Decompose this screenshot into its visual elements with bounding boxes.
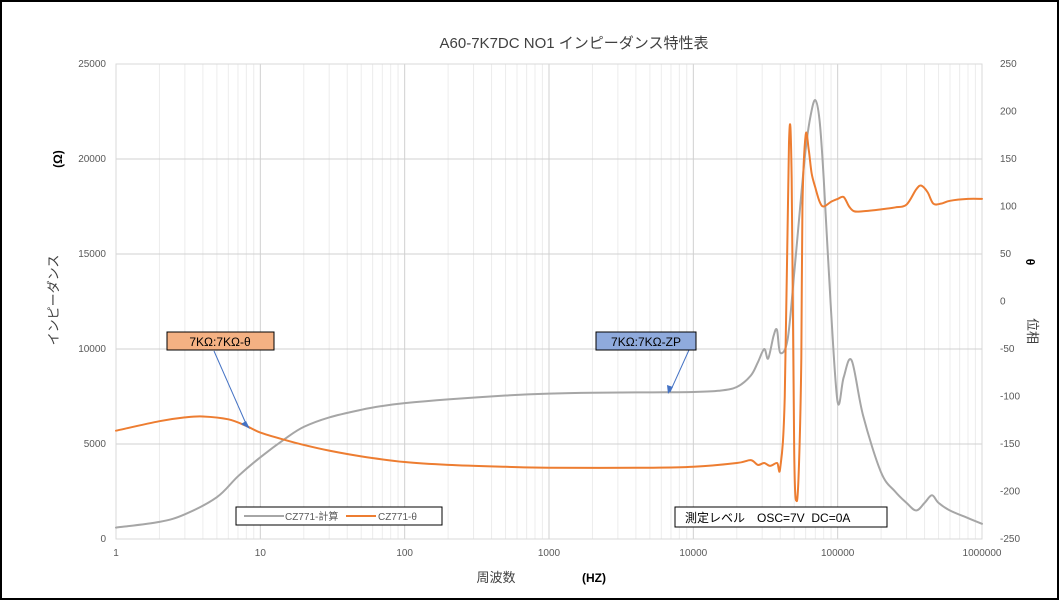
legend-box: [235, 506, 443, 526]
theta-callout-box: [166, 331, 275, 351]
y-axis-label: インピーダンス: [46, 255, 61, 346]
y-tick-label: 10000: [78, 344, 106, 355]
x-tick-label: 100: [396, 548, 413, 559]
y2-tick-labels: -250 -200 -150 -100 -50 0 50 100 150 200 250: [1000, 59, 1020, 545]
theta-callout-arrow: [213, 350, 248, 427]
legend-label-calc: CZ771-計算: [285, 510, 338, 523]
theta-callout-label: 7KΩ:7KΩ-θ: [189, 335, 251, 349]
measurement-level-note: 測定レベル OSC=7V DC=0A: [674, 506, 888, 528]
theta-callout: 7KΩ:7KΩ-θ: [166, 331, 275, 429]
x-tick-labels: 1 10 100 1000 10000 100000 1000000: [113, 548, 1002, 559]
y2-tick-label: -200: [1000, 487, 1020, 498]
x-tick-label: 10: [255, 548, 267, 559]
phase-series-line: [115, 123, 983, 503]
y2-tick-label: -100: [1000, 392, 1020, 403]
measurement-box: [674, 506, 888, 528]
impedance-callout: 7KΩ:7KΩ-ZP: [595, 331, 697, 394]
y2-tick-label: 50: [1000, 249, 1012, 260]
y2-tick-label: 250: [1000, 59, 1017, 70]
y-tick-label: 25000: [78, 59, 106, 70]
x-tick-label: 1000000: [963, 548, 1002, 559]
x-tick-label: 100000: [821, 548, 855, 559]
y2-axis-label: 位相: [1025, 318, 1040, 344]
measurement-text: 測定レベル OSC=7V DC=0A: [685, 510, 850, 525]
y-tick-label: 20000: [78, 154, 106, 165]
impedance-callout-box: [595, 331, 697, 351]
legend: CZ771-計算 CZ771-θ: [235, 506, 443, 526]
plot-area: [115, 63, 983, 540]
y-tick-label: 15000: [78, 249, 106, 260]
chart-title: A60-7K7DC NO1 インピーダンス特性表: [440, 35, 709, 52]
y-tick-label: 5000: [84, 439, 107, 450]
y2-tick-label: -50: [1000, 344, 1015, 355]
y2-tick-label: 150: [1000, 154, 1017, 165]
y2-axis-unit: θ: [1023, 259, 1037, 266]
impedance-callout-label: 7KΩ:7KΩ-ZP: [611, 335, 681, 349]
x-tick-label: 1000: [538, 548, 561, 559]
impedance-callout-arrow: [669, 349, 690, 393]
y-tick-labels: 0 5000 10000 15000 20000 25000: [78, 59, 106, 545]
y-tick-label: 0: [100, 534, 106, 545]
x-axis-label: 周波数: [476, 570, 515, 585]
series-group: [115, 99, 983, 529]
x-tick-label: 10000: [679, 548, 707, 559]
legend-label-theta: CZ771-θ: [378, 512, 417, 523]
y-axis-unit: (Ω): [51, 150, 65, 168]
impedance-callout-arrowhead: [667, 385, 673, 394]
y2-tick-label: -150: [1000, 439, 1020, 450]
x-axis-unit: (HZ): [582, 571, 606, 585]
theta-callout-arrowhead: [241, 421, 250, 429]
y2-tick-label: -250: [1000, 534, 1020, 545]
y2-tick-label: 0: [1000, 297, 1006, 308]
x-tick-label: 1: [113, 548, 119, 559]
minor-grid: [158, 64, 976, 539]
y2-tick-label: 100: [1000, 202, 1017, 213]
y2-tick-label: 200: [1000, 107, 1017, 118]
impedance-series-line: [115, 99, 983, 529]
